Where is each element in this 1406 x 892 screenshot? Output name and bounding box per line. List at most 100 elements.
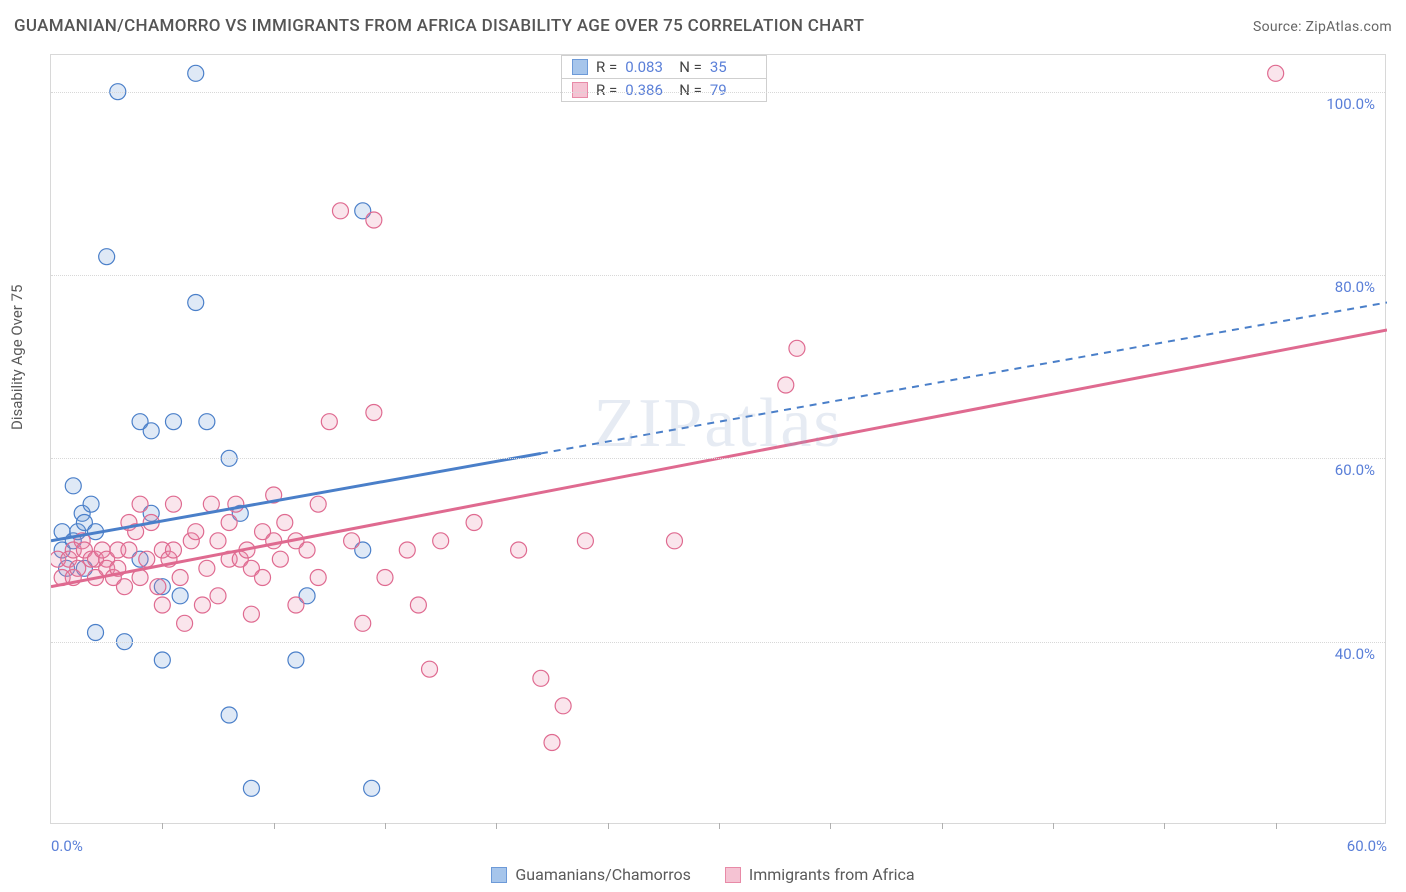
scatter-point [299, 542, 315, 558]
stat-r-value: 0.083 [625, 58, 671, 76]
scatter-point [188, 295, 204, 311]
x-tick [830, 823, 831, 829]
x-tick [1276, 823, 1277, 829]
grid-line [51, 275, 1385, 276]
scatter-point [544, 735, 560, 751]
stat-n-value: 79 [710, 81, 756, 99]
scatter-point [778, 377, 794, 393]
source-label: Source: ZipAtlas.com [1253, 19, 1392, 35]
scatter-point [789, 340, 805, 356]
scatter-point [221, 707, 237, 723]
scatter-point [188, 524, 204, 540]
scatter-point [210, 533, 226, 549]
scatter-point [364, 780, 380, 796]
scatter-point [165, 542, 181, 558]
x-tick [385, 823, 386, 829]
scatter-point [199, 414, 215, 430]
legend-swatch [572, 59, 588, 75]
scatter-point [533, 670, 549, 686]
plot-area: ZIPatlas R =0.083N =35R =0.386N =79 40.0… [50, 54, 1386, 824]
scatter-point [172, 588, 188, 604]
x-tick [1053, 823, 1054, 829]
stat-n-label: N = [679, 81, 702, 99]
y-tick-label: 60.0% [1335, 461, 1375, 479]
scatter-point [399, 542, 415, 558]
scatter-point [243, 780, 259, 796]
stat-r-label: R = [596, 81, 617, 99]
x-tick [942, 823, 943, 829]
x-tick [608, 823, 609, 829]
y-tick-label: 40.0% [1335, 645, 1375, 663]
legend-item: Immigrants from Africa [725, 865, 915, 884]
scatter-point [366, 405, 382, 421]
scatter-point [210, 588, 226, 604]
stat-r-value: 0.386 [625, 81, 671, 99]
scatter-point [433, 533, 449, 549]
stats-row: R = 0.386 N = 79 [562, 79, 766, 101]
bottom-legend: Guamanians/Chamorros Immigrants from Afri… [0, 865, 1406, 884]
x-tick [274, 823, 275, 829]
legend-swatch [572, 82, 588, 98]
scatter-point [511, 542, 527, 558]
scatter-point [139, 551, 155, 567]
x-tick [1164, 823, 1165, 829]
scatter-point [99, 249, 115, 265]
x-tick [719, 823, 720, 829]
scatter-point [277, 515, 293, 531]
scatter-point [310, 570, 326, 586]
scatter-point [255, 570, 271, 586]
scatter-point [577, 533, 593, 549]
scatter-point [188, 65, 204, 81]
scatter-point [154, 652, 170, 668]
scatter-point [199, 560, 215, 576]
stat-n-label: N = [679, 58, 702, 76]
scatter-point [310, 496, 326, 512]
stat-r-label: R = [596, 58, 617, 76]
scatter-point [321, 414, 337, 430]
grid-line [51, 92, 1385, 93]
x-tick-label: 60.0% [1347, 837, 1387, 855]
x-tick-label: 0.0% [51, 837, 83, 855]
chart-container: GUAMANIAN/CHAMORRO VS IMMIGRANTS FROM AF… [0, 0, 1406, 892]
scatter-point [143, 423, 159, 439]
scatter-point [172, 570, 188, 586]
scatter-point [272, 551, 288, 567]
scatter-point [355, 615, 371, 631]
scatter-point [344, 533, 360, 549]
trend-line-extrapolated [541, 303, 1387, 454]
scatter-point [332, 203, 348, 219]
legend-label: Guamanians/Chamorros [515, 865, 690, 884]
stats-row: R = 0.083 N = 35 [562, 56, 766, 79]
legend-swatch [725, 867, 741, 883]
scatter-point [377, 570, 393, 586]
scatter-point [165, 496, 181, 512]
scatter-point [288, 652, 304, 668]
x-tick [162, 823, 163, 829]
scatter-point [366, 212, 382, 228]
scatter-point [422, 661, 438, 677]
scatter-point [165, 414, 181, 430]
y-axis-label: Disability Age Over 75 [8, 285, 26, 430]
legend-item: Guamanians/Chamorros [491, 865, 690, 884]
y-tick-label: 80.0% [1335, 278, 1375, 296]
grid-line [51, 458, 1385, 459]
y-tick-label: 100.0% [1326, 95, 1375, 113]
scatter-point [1268, 65, 1284, 81]
stat-n-value: 35 [710, 58, 756, 76]
legend-swatch [491, 867, 507, 883]
stats-box: R = 0.083 N = 35 R = 0.386 N = 79 [561, 55, 767, 102]
plot-svg [51, 55, 1387, 825]
scatter-point [150, 579, 166, 595]
scatter-point [121, 542, 137, 558]
scatter-point [132, 496, 148, 512]
scatter-point [83, 496, 99, 512]
scatter-point [177, 615, 193, 631]
scatter-point [88, 625, 104, 641]
grid-line [51, 642, 1385, 643]
scatter-point [65, 478, 81, 494]
scatter-point [555, 698, 571, 714]
title-bar: GUAMANIAN/CHAMORRO VS IMMIGRANTS FROM AF… [14, 16, 1392, 36]
legend-label: Immigrants from Africa [749, 865, 915, 884]
chart-title: GUAMANIAN/CHAMORRO VS IMMIGRANTS FROM AF… [14, 16, 864, 36]
scatter-point [243, 606, 259, 622]
